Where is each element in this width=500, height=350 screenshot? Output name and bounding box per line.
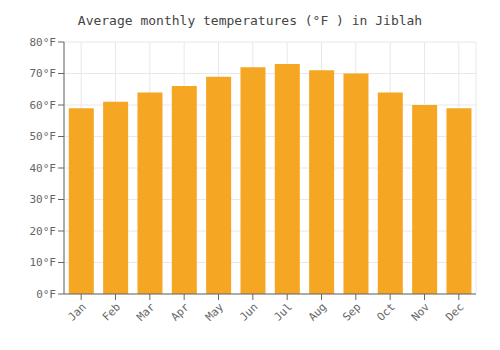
svg-text:May: May	[203, 300, 227, 324]
svg-text:Feb: Feb	[100, 300, 123, 323]
svg-text:Oct: Oct	[375, 300, 398, 323]
svg-text:10°F: 10°F	[30, 256, 57, 269]
svg-text:Apr: Apr	[169, 300, 193, 324]
svg-text:30°F: 30°F	[30, 193, 57, 206]
svg-text:40°F: 40°F	[30, 162, 57, 175]
svg-text:Mar: Mar	[134, 300, 158, 324]
svg-text:Aug: Aug	[306, 300, 329, 323]
svg-text:Jul: Jul	[272, 300, 295, 323]
svg-text:50°F: 50°F	[30, 130, 57, 143]
svg-text:20°F: 20°F	[30, 225, 57, 238]
svg-text:60°F: 60°F	[30, 99, 57, 112]
svg-text:Jan: Jan	[66, 300, 89, 323]
svg-text:80°F: 80°F	[30, 36, 57, 49]
svg-text:Dec: Dec	[443, 300, 466, 323]
svg-text:70°F: 70°F	[30, 67, 57, 80]
html-text:Average monthly temperatures (: Average monthly temperatures (°F ) in Ji…	[77, 13, 423, 28]
svg-text:0°F: 0°F	[36, 288, 56, 301]
svg-text:Sep: Sep	[340, 300, 363, 323]
svg-text:Jun: Jun	[237, 300, 260, 323]
svg-text:Nov: Nov	[409, 300, 433, 324]
